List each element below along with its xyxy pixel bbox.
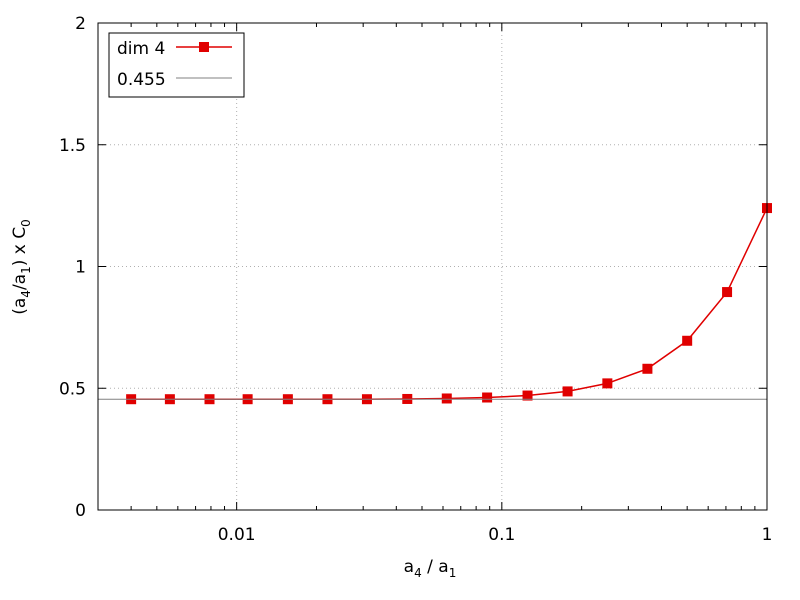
x-tick-label: 0.01 — [218, 525, 256, 545]
y-tick-label: 1.5 — [59, 136, 86, 156]
x-tick-label: 0.1 — [488, 525, 515, 545]
data-point — [562, 386, 573, 397]
data-point — [602, 378, 613, 389]
y-tick-label: 0.5 — [59, 379, 86, 399]
data-point — [482, 392, 493, 403]
series-layer — [98, 203, 772, 405]
legend-box — [108, 32, 245, 98]
data-point — [522, 390, 533, 401]
x-axis-label: a4 / a1 — [404, 557, 457, 580]
y-axis-label: (a4/a1) x C0 — [10, 219, 33, 315]
y-tick-label: 2 — [75, 14, 86, 34]
data-point — [642, 363, 653, 374]
data-point — [441, 393, 452, 404]
y-tick-label: 0 — [75, 501, 86, 521]
x-tick-label: 1 — [762, 525, 773, 545]
axis-ticks: 0 0.5 1 1.5 2 0.01 0.1 1 — [59, 14, 772, 545]
data-point — [682, 335, 693, 346]
y-tick-label: 1 — [75, 258, 86, 278]
legend-marker-dim4 — [199, 42, 209, 52]
data-point — [722, 287, 733, 298]
legend-label-const: 0.455 — [117, 70, 166, 90]
legend-label-dim4: dim 4 — [117, 39, 165, 59]
legend: dim 4 0.455 — [108, 32, 245, 98]
series-line — [131, 207, 768, 400]
